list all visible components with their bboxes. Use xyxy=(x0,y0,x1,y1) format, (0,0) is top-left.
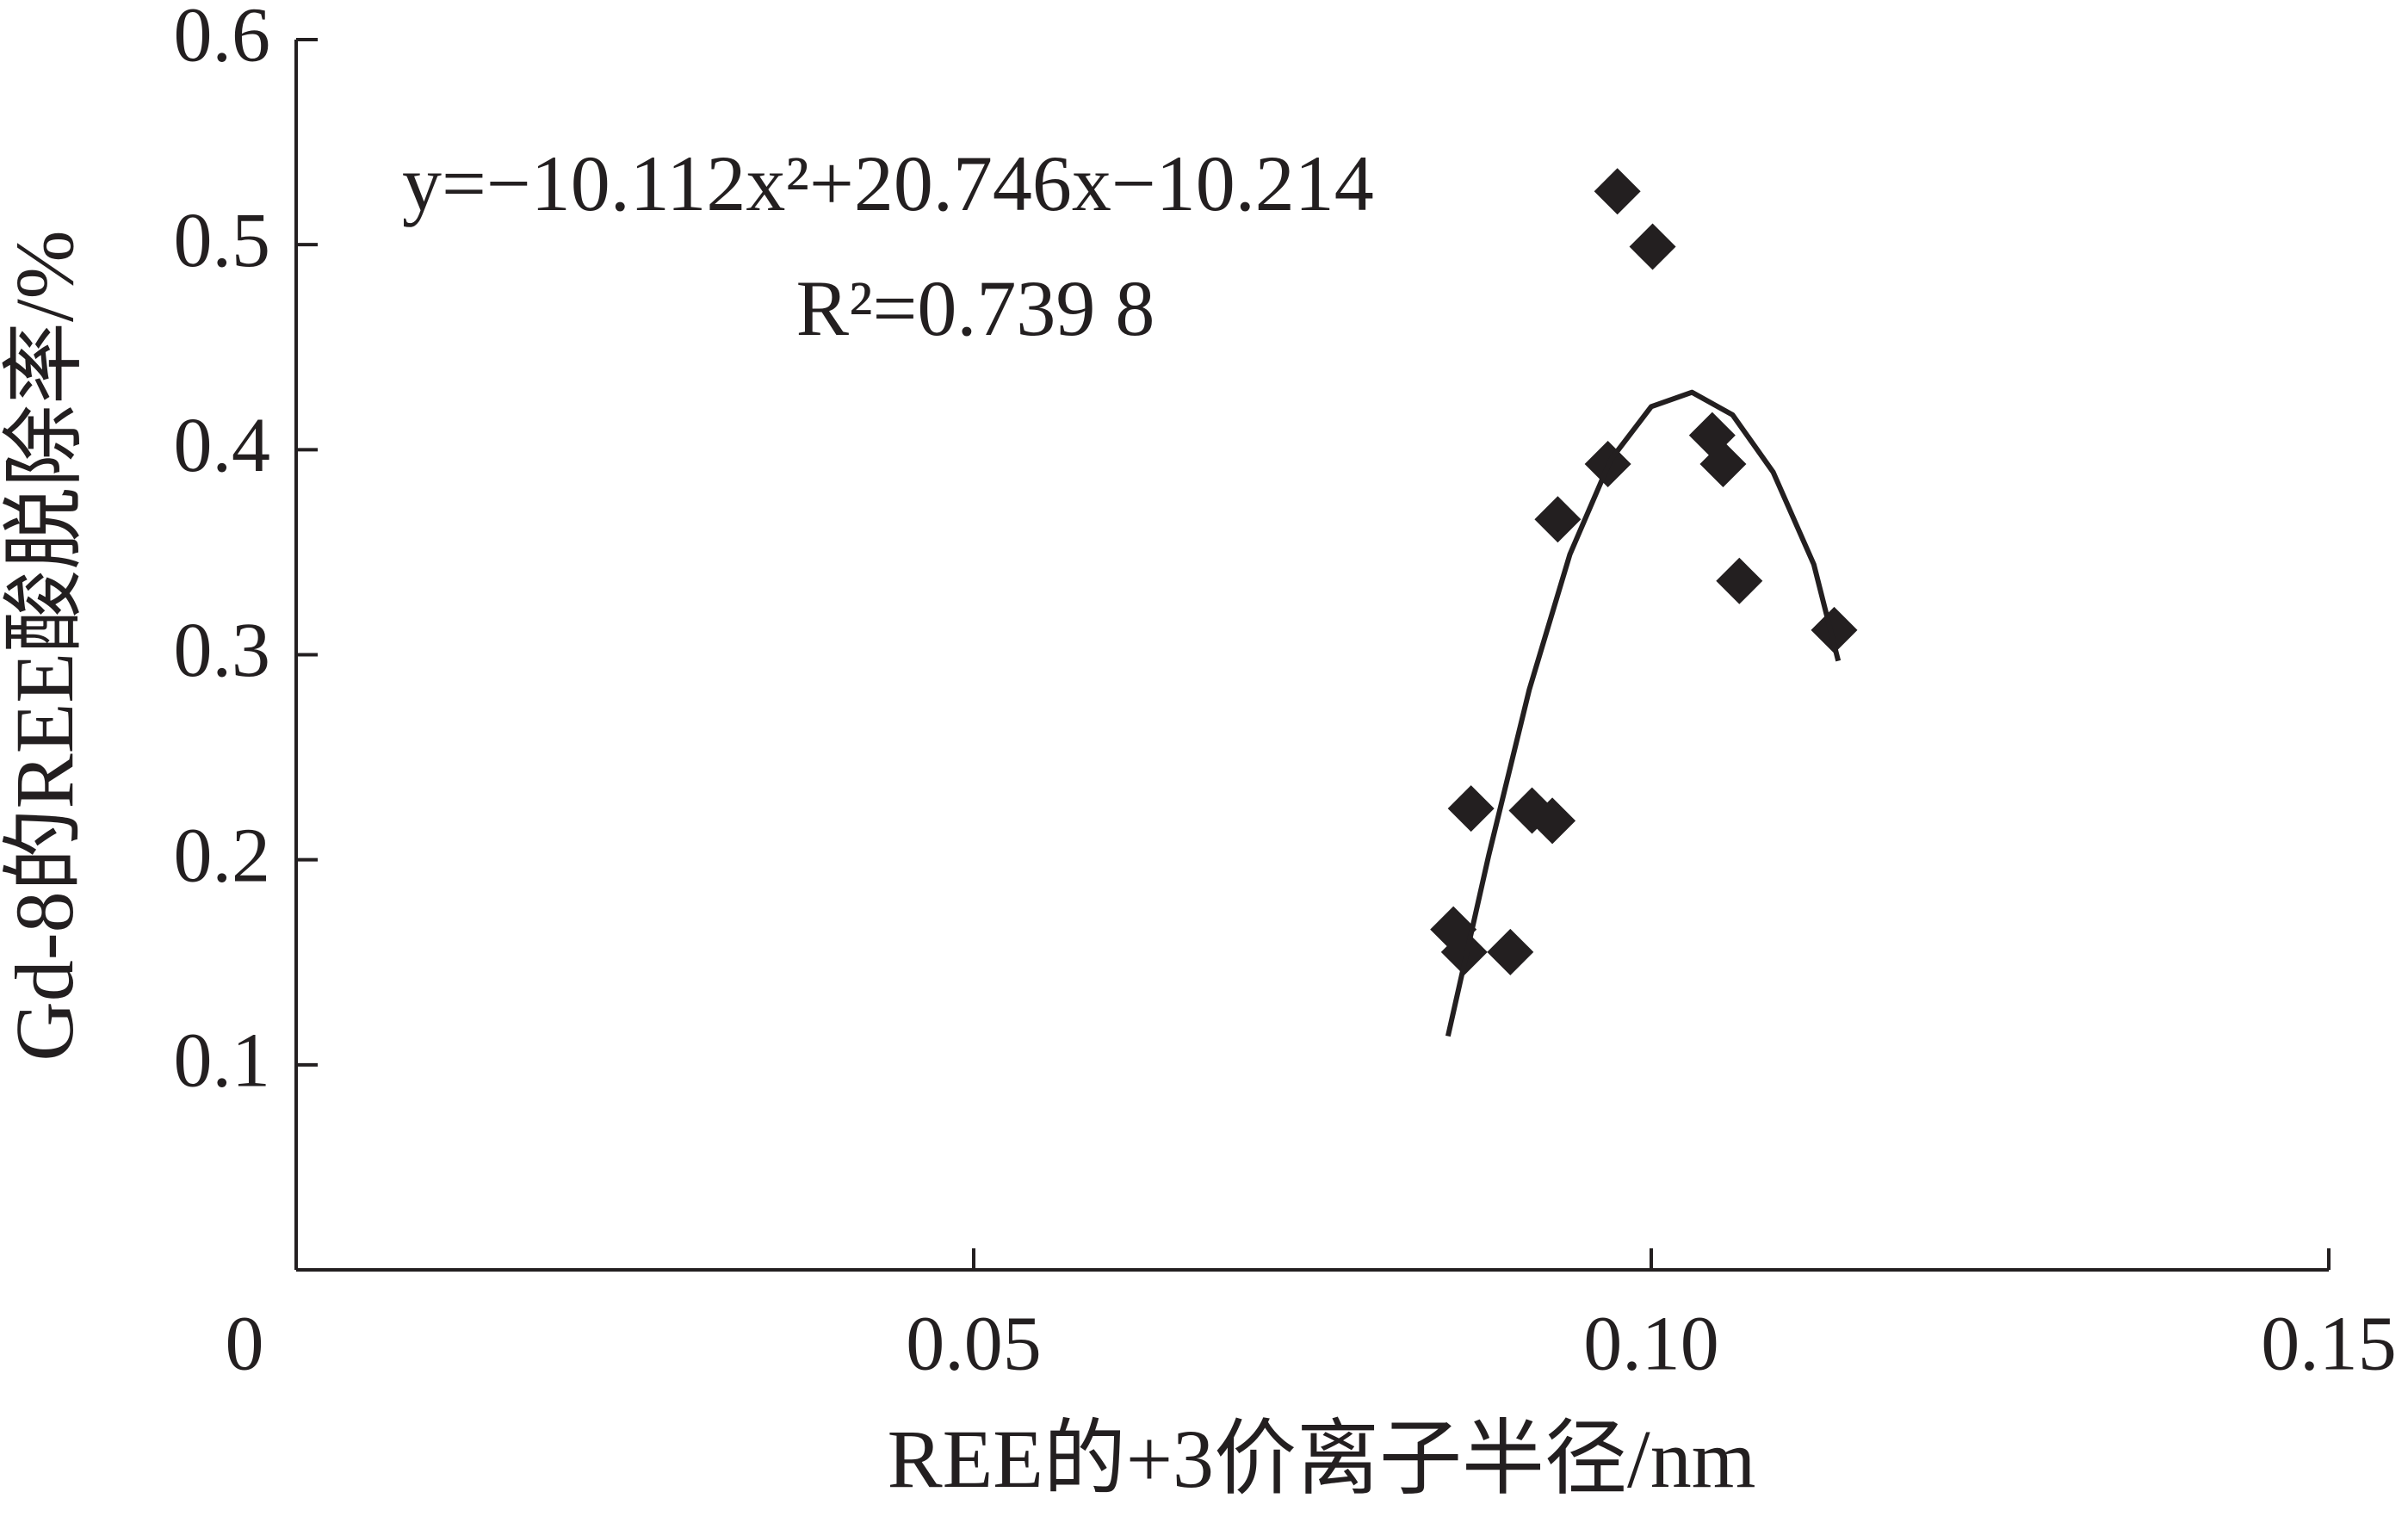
data-point xyxy=(1629,223,1676,270)
data-point xyxy=(1487,928,1534,975)
r-squared: R²=0.739 8 xyxy=(796,264,1155,352)
data-point xyxy=(1534,496,1582,543)
data-point xyxy=(1688,412,1736,459)
equation: y=−10.112x²+20.746x−10.214 xyxy=(402,139,1374,227)
y-tick-label: 0.5 xyxy=(174,198,271,283)
fit-curve xyxy=(1445,389,1842,1037)
y-tick-label: 0.1 xyxy=(174,1018,271,1103)
data-point xyxy=(1440,928,1488,975)
y-tick-label: 0.4 xyxy=(174,403,271,488)
data-point xyxy=(1529,797,1576,845)
y-axis-label: Gd-8的REE酸脱除率/% xyxy=(0,230,90,1061)
x-axis-label: REE的+3价离子半径/nm xyxy=(888,1413,1756,1505)
data-point xyxy=(1594,168,1641,215)
data-point xyxy=(1699,441,1747,488)
y-tick-label: 0.6 xyxy=(174,0,271,78)
data-point xyxy=(1716,557,1763,604)
x-tick-label: 0.05 xyxy=(906,1302,1042,1387)
x-tick-label: 0.15 xyxy=(2261,1302,2397,1387)
x-tick-label: 0 xyxy=(226,1302,264,1387)
data-point xyxy=(1811,606,1858,653)
data-point xyxy=(1447,785,1495,833)
y-tick-label: 0.2 xyxy=(174,813,271,898)
x-tick-label: 0.10 xyxy=(1583,1302,1719,1387)
y-tick-label: 0.3 xyxy=(174,608,271,693)
